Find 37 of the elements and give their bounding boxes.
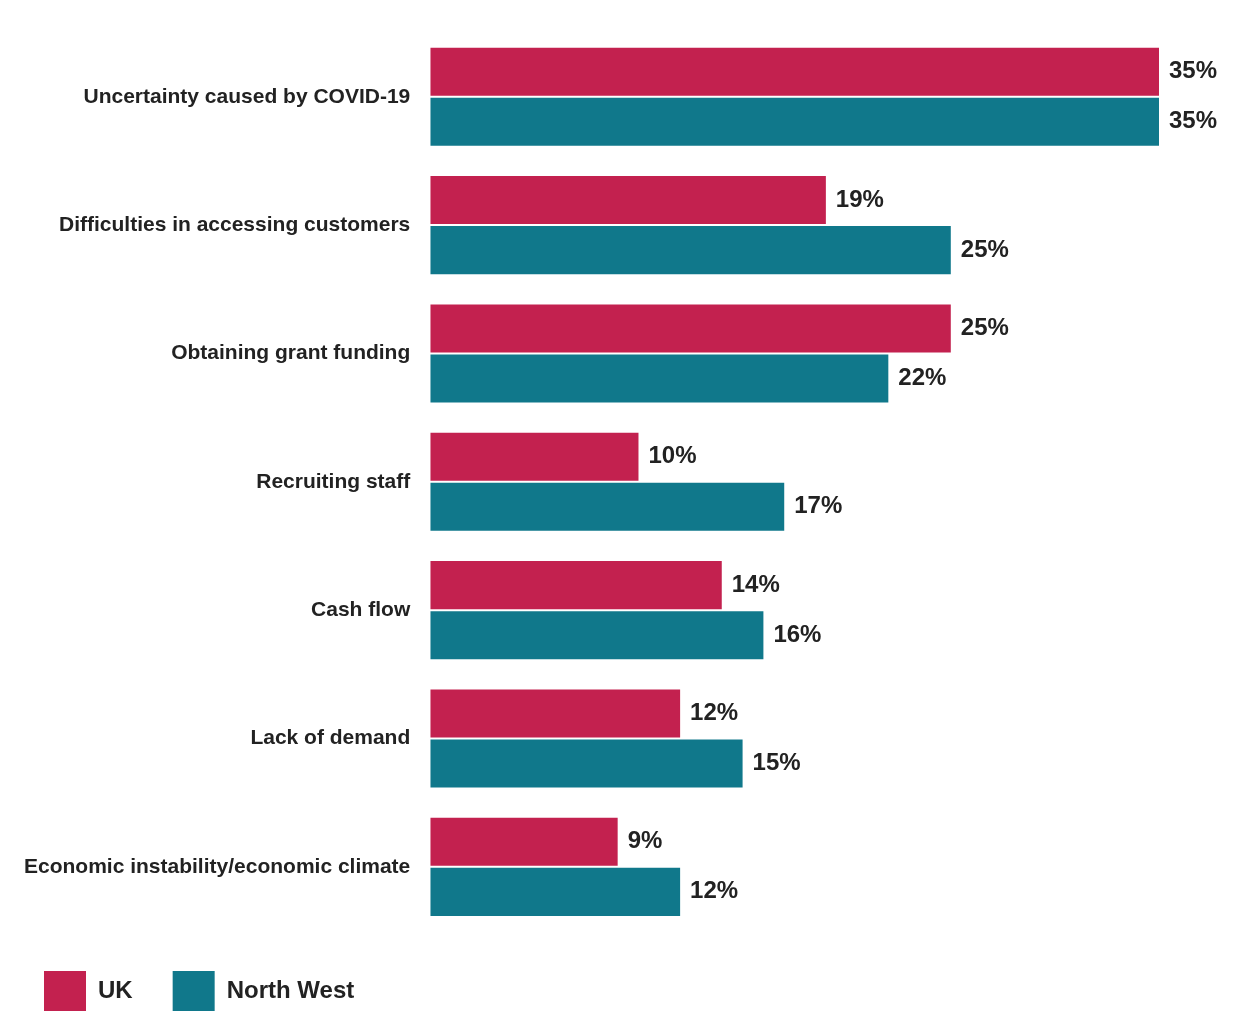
bar — [430, 226, 951, 275]
bar — [430, 611, 764, 660]
data-label: 35% — [1169, 106, 1218, 134]
bar — [430, 817, 618, 866]
data-label: 10% — [648, 441, 697, 469]
bar — [430, 97, 1159, 146]
bar — [430, 739, 743, 788]
data-label: 16% — [773, 619, 822, 647]
data-label: 9% — [627, 826, 663, 854]
bar — [430, 47, 1159, 96]
bar — [430, 304, 951, 353]
legend-label: North West — [226, 975, 355, 1003]
y-tick-label: Lack of demand — [250, 725, 411, 749]
bar — [430, 867, 681, 916]
data-label: 19% — [835, 184, 884, 212]
data-label: 17% — [794, 491, 843, 519]
bar — [430, 482, 785, 531]
y-tick-label: Difficulties in accessing customers — [58, 211, 411, 235]
data-label: 35% — [1169, 56, 1218, 84]
data-label: 12% — [690, 698, 739, 726]
data-label: 15% — [752, 748, 801, 776]
y-tick-label: Uncertainty caused by COVID-19 — [83, 83, 411, 107]
legend-label: UK — [98, 975, 134, 1003]
data-label: 25% — [960, 313, 1009, 341]
data-label: 25% — [960, 234, 1009, 262]
y-tick-label: Obtaining grant funding — [171, 340, 411, 364]
bar — [430, 176, 826, 225]
bar — [430, 689, 681, 738]
y-tick-label: Cash flow — [311, 596, 411, 620]
bar — [430, 432, 639, 481]
y-tick-label: Recruiting staff — [256, 468, 412, 492]
data-label: 22% — [898, 363, 947, 391]
data-label: 14% — [731, 569, 780, 597]
y-tick-label: Economic instability/economic climate — [23, 853, 411, 877]
bar — [430, 354, 889, 403]
bar — [430, 561, 722, 610]
data-label: 12% — [690, 876, 739, 904]
